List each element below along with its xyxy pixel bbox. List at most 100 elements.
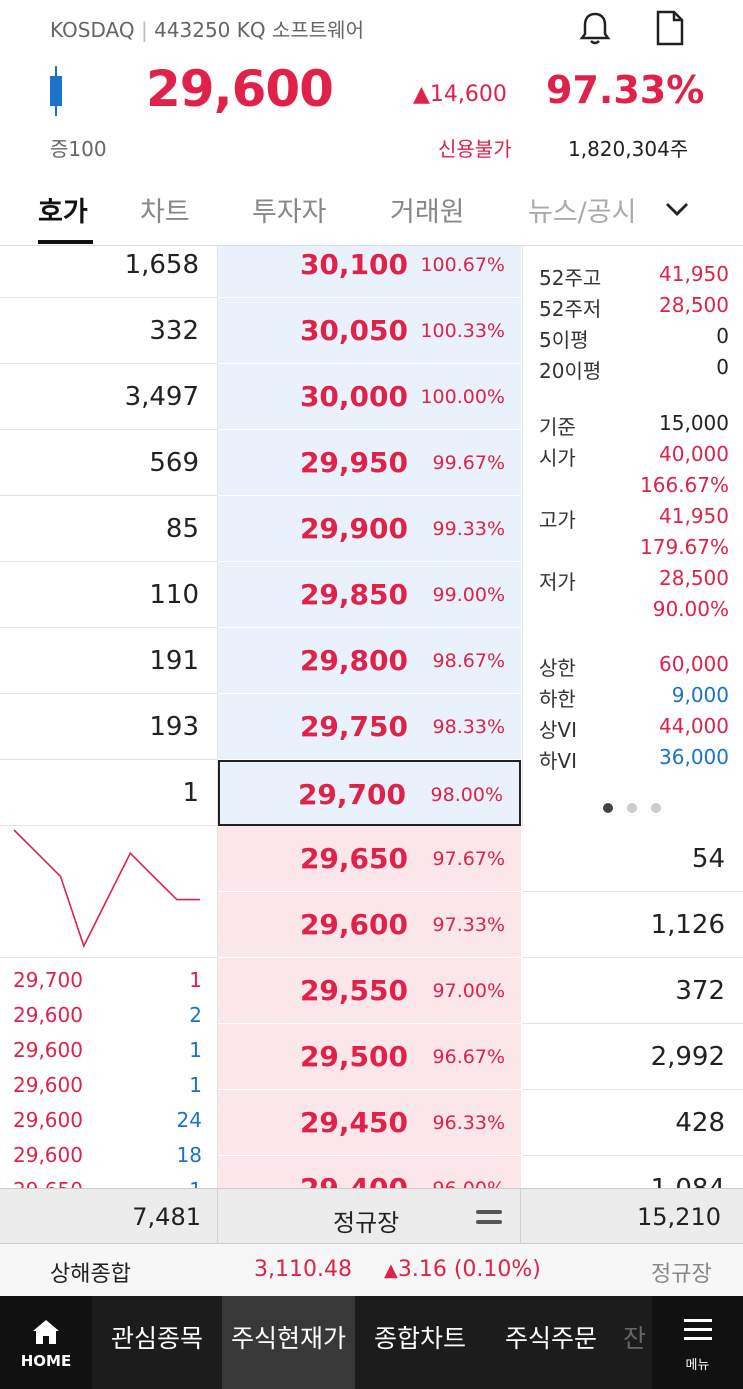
page-dot[interactable]	[651, 803, 661, 813]
info-label: 5이평	[539, 328, 589, 352]
recent-trades: 29,700 1 29,600 2 29,600 1 29,600 1 29,600 24 29,6…	[0, 958, 218, 1188]
bid-price-cell[interactable]: 29,550 97.00%	[218, 958, 521, 1024]
home-label: HOME	[20, 1352, 72, 1370]
ask-pct: 100.33%	[420, 320, 505, 342]
tab-orderbook[interactable]: 호가	[38, 197, 88, 228]
bid-price-cell[interactable]: 29,600 97.33%	[218, 892, 521, 958]
trade-price: 29,600	[13, 1108, 83, 1132]
totals-bar: 7,481 정규장 15,210	[0, 1188, 743, 1245]
bid-volume: 428	[522, 1090, 743, 1156]
nav-order[interactable]: 주식주문	[504, 1324, 597, 1353]
order-book: 1,658 30,100 100.67% 332 30,050 100.33% 3,497 3…	[0, 246, 743, 1188]
trade-row: 29,600 18	[0, 1137, 217, 1172]
page-dot[interactable]	[603, 803, 613, 813]
bid-price-cell[interactable]: 29,450 96.33%	[218, 1090, 521, 1156]
ask-volume: 191	[0, 628, 218, 694]
page-indicator[interactable]	[603, 798, 675, 817]
info-label: 저가	[539, 570, 576, 594]
info-label: 52주저	[539, 297, 602, 321]
info-value: 9,000	[671, 683, 729, 707]
bid-price-cell[interactable]: 29,400 96.00%	[218, 1156, 521, 1188]
trade-price: 29,600	[13, 1143, 83, 1167]
ask-price-cell[interactable]: 29,850 99.00%	[218, 562, 521, 628]
market-info: KOSDAQ | 443250 KQ 소프트웨어	[50, 18, 364, 42]
document-icon[interactable]	[650, 8, 690, 48]
bell-icon[interactable]	[575, 8, 615, 48]
info-label: 시가	[539, 446, 576, 470]
info-value: 41,950	[659, 504, 729, 528]
ask-price-cell[interactable]: 29,700 98.00%	[218, 760, 521, 826]
trade-price: 29,700	[13, 968, 83, 992]
info-value: 0	[716, 324, 729, 348]
trade-price: 29,600	[13, 1073, 83, 1097]
trade-row: 29,600 24	[0, 1102, 217, 1137]
ask-price-cell[interactable]: 30,050 100.33%	[218, 298, 521, 364]
stock-info-panel: 52주고 41,950 52주저 28,500 5이평 0 20이평 0 기준 …	[522, 246, 743, 826]
up-triangle-icon: ▲	[413, 82, 430, 107]
ask-price: 30,000	[299, 380, 408, 413]
bid-pct: 97.67%	[432, 848, 505, 870]
ask-price-cell[interactable]: 29,750 98.33%	[218, 694, 521, 760]
bid-pct: 97.00%	[432, 980, 505, 1002]
ask-price-cell[interactable]: 30,000 100.00%	[218, 364, 521, 430]
ask-pct: 98.67%	[432, 650, 505, 672]
home-button[interactable]: HOME	[0, 1296, 92, 1389]
ask-price-cell[interactable]: 29,800 98.67%	[218, 628, 521, 694]
bid-price: 29,500	[299, 1040, 408, 1073]
nav-current-price[interactable]: 주식현재가	[222, 1296, 355, 1389]
tab-chart[interactable]: 차트	[140, 197, 190, 228]
ask-price-cell[interactable]: 30,100 100.67%	[218, 246, 521, 298]
bid-price-cell[interactable]: 29,650 97.67%	[218, 826, 521, 892]
ask-volume: 1	[0, 760, 218, 826]
ask-price: 29,850	[299, 578, 408, 611]
ask-pct: 98.00%	[430, 784, 503, 806]
ask-price: 29,700	[297, 778, 406, 811]
trade-row: 29,700 1	[0, 962, 217, 997]
index-ticker[interactable]: 상해종합 3,110.48 ▲3.16 (0.10%) 정규장	[0, 1244, 743, 1296]
equals-icon[interactable]	[476, 1207, 502, 1227]
info-value-pct: 90.00%	[652, 597, 729, 621]
info-value: 0	[716, 355, 729, 379]
tab-broker[interactable]: 거래원	[390, 197, 465, 228]
price-change: ▲14,600	[413, 82, 507, 107]
trade-volume: 1,820,304주	[568, 137, 689, 161]
nav-chart[interactable]: 종합차트	[373, 1324, 466, 1353]
tab-news[interactable]: 뉴스/공시	[528, 197, 637, 228]
info-value: 15,000	[659, 411, 729, 435]
trade-qty: 1	[189, 1038, 202, 1062]
home-icon	[33, 1320, 59, 1344]
info-value: 44,000	[659, 714, 729, 738]
ask-price: 29,800	[299, 644, 408, 677]
info-value: 41,950	[659, 262, 729, 286]
info-label: 하한	[539, 687, 576, 711]
ask-volume: 3,497	[0, 364, 218, 430]
bid-total: 15,210	[637, 1203, 721, 1231]
ask-volume: 193	[0, 694, 218, 760]
nav-balance[interactable]: 잔	[622, 1324, 646, 1353]
ask-pct: 100.67%	[420, 254, 505, 276]
info-label: 하VI	[539, 749, 577, 773]
menu-button[interactable]: 메뉴	[652, 1296, 743, 1389]
ask-price-cell[interactable]: 29,900 99.33%	[218, 496, 521, 562]
bid-volume: 54	[522, 826, 743, 892]
ask-price-cell[interactable]: 29,950 99.67%	[218, 430, 521, 496]
bid-price-cell[interactable]: 29,500 96.67%	[218, 1024, 521, 1090]
trade-row: 29,600 2	[0, 997, 217, 1032]
ask-pct: 100.00%	[420, 386, 505, 408]
tab-investor[interactable]: 투자자	[252, 197, 327, 228]
candle-icon	[50, 66, 62, 116]
trade-row: 29,600 1	[0, 1067, 217, 1102]
trade-price: 29,600	[13, 1038, 83, 1062]
page-dot[interactable]	[627, 803, 637, 813]
index-value: 3,110.48	[254, 1257, 352, 1282]
ask-volume: 1,658	[0, 246, 218, 298]
bottom-nav: HOME 관심종목 주식현재가 종합차트 주식주문 잔 메뉴	[0, 1296, 743, 1389]
chevron-down-icon[interactable]	[662, 194, 692, 224]
ask-price: 29,900	[299, 512, 408, 545]
session-cell[interactable]: 정규장	[218, 1189, 521, 1245]
trade-qty: 1	[189, 1178, 202, 1188]
hamburger-icon	[684, 1319, 712, 1340]
nav-watchlist[interactable]: 관심종목	[110, 1324, 203, 1353]
stock-code-info: 443250 KQ 소프트웨어	[154, 18, 364, 42]
ask-pct: 99.67%	[432, 452, 505, 474]
